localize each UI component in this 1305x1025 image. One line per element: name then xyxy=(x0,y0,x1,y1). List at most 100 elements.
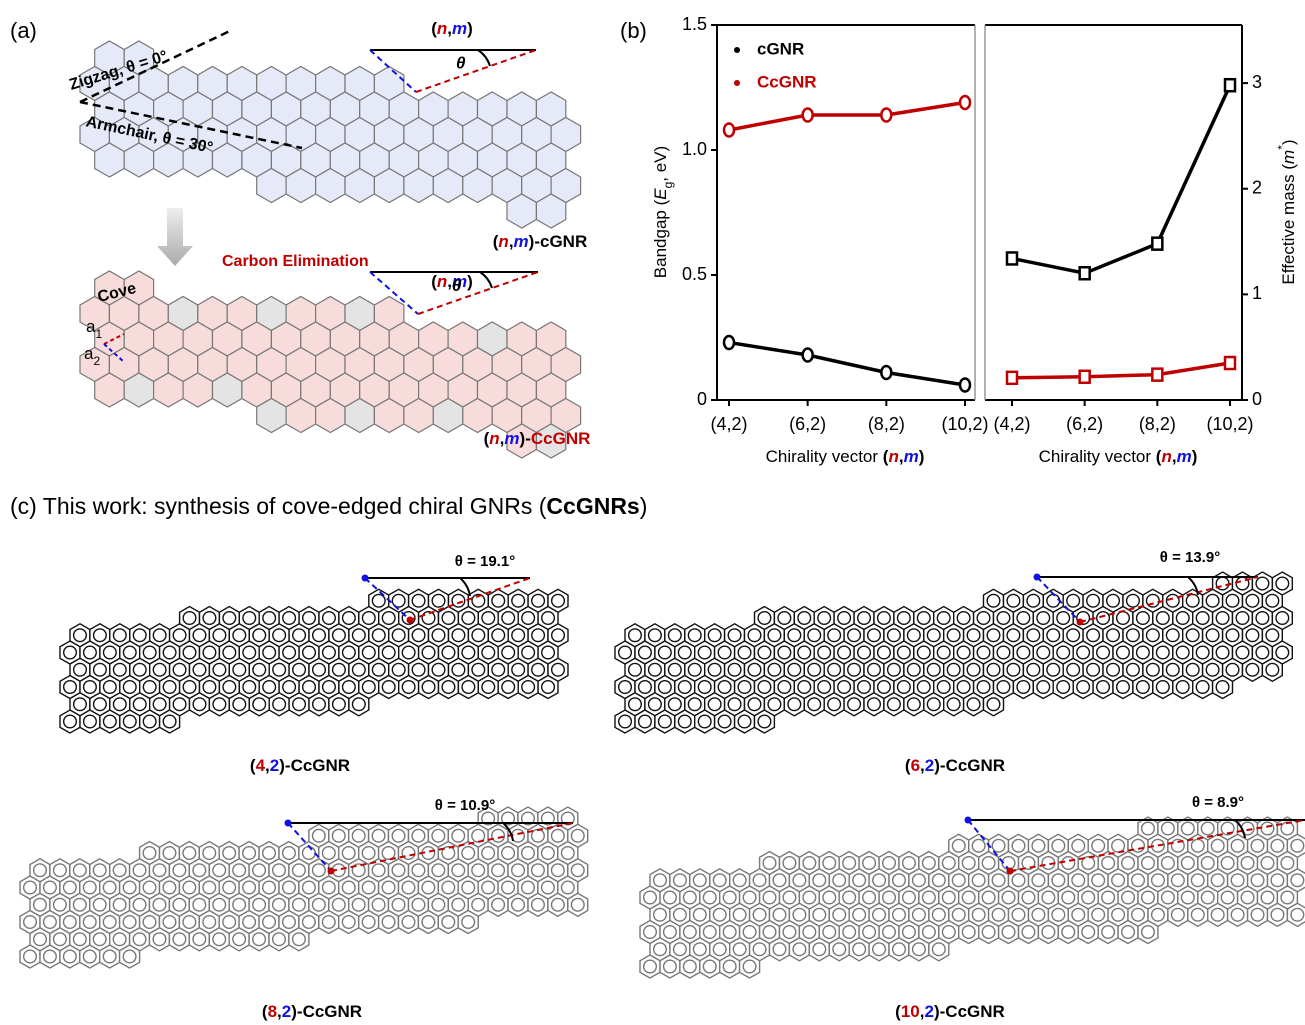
marker xyxy=(1225,79,1235,91)
figure: (a) Zigzag, θ = 0° Armchair, θ = 30° (n,… xyxy=(0,0,1305,1025)
x-tick-label: (6,2) xyxy=(1066,414,1103,434)
text-part: m xyxy=(1279,150,1298,164)
x-tick-label: (4,2) xyxy=(710,414,747,434)
vector-point xyxy=(328,868,335,875)
marker xyxy=(724,336,734,349)
vector-point xyxy=(965,817,972,824)
text-part: )-cGNR xyxy=(529,232,588,251)
text-part: )-CcGNR xyxy=(934,756,1005,775)
text-part: ) xyxy=(467,272,473,291)
text-part: n xyxy=(498,232,508,251)
marker xyxy=(881,366,891,379)
y-tick-label: 0.5 xyxy=(682,264,707,284)
text-part: m xyxy=(1177,447,1192,466)
legend-marker xyxy=(734,80,740,86)
text-part: 6 xyxy=(911,756,920,775)
text-part: 2 xyxy=(282,1002,291,1021)
series-line xyxy=(1012,363,1230,378)
text-part: n xyxy=(1161,447,1171,466)
series-line xyxy=(729,103,965,131)
marker xyxy=(1080,371,1090,383)
text-part: Chirality vector xyxy=(766,447,883,466)
marker xyxy=(1007,372,1017,384)
text-part: )-CcGNR xyxy=(934,1002,1005,1021)
panel-c-title: (c) This work: synthesis of cove-edged c… xyxy=(10,493,647,519)
angle-arc xyxy=(478,50,490,66)
text-part: CcGNRs xyxy=(546,493,639,519)
process-arrow xyxy=(157,208,193,266)
y-axis-label: Bandgap (Eg, eV) xyxy=(651,146,675,278)
text-part: θ xyxy=(452,276,462,295)
text-part: m xyxy=(504,429,519,448)
marker xyxy=(881,109,891,122)
structure-label: (10,2)-CcGNR xyxy=(895,1002,1005,1021)
x-tick-label: (6,2) xyxy=(789,414,826,434)
series-line xyxy=(1012,85,1230,273)
vector-label: (n,m) xyxy=(431,19,473,38)
vector-point xyxy=(1007,868,1014,875)
text-part: 8 xyxy=(268,1002,277,1021)
x-axis-label: Chirality vector (n,m) xyxy=(766,447,925,466)
text-part: n xyxy=(888,447,898,466)
series-line xyxy=(729,343,965,386)
panel-label: (a) xyxy=(10,18,37,43)
angle-label: θ = 19.1° xyxy=(455,553,515,570)
marker xyxy=(960,96,970,109)
y-tick-label: 0 xyxy=(1252,389,1262,409)
text-part: 1 xyxy=(95,327,102,341)
text-part: ) xyxy=(467,19,473,38)
vector-point xyxy=(362,575,369,582)
panel-c-structures xyxy=(20,572,1305,978)
text-part: Effective mass ( xyxy=(1279,164,1298,285)
text-part: )-CcGNR xyxy=(279,756,350,775)
structure-label: (4,2)-CcGNR xyxy=(250,756,350,775)
marker xyxy=(803,349,813,362)
legend-label: CcGNR xyxy=(757,72,817,91)
text-part: E xyxy=(651,188,670,200)
text-part: , eV) xyxy=(651,146,670,182)
y-tick-label: 1.0 xyxy=(682,139,707,159)
text-part: g xyxy=(661,182,675,189)
ccgnr-label: (n,m)-CcGNR xyxy=(484,429,591,448)
legend-marker xyxy=(734,47,740,53)
text-part: n xyxy=(489,429,499,448)
text-part: m xyxy=(514,232,529,251)
text-part: n xyxy=(437,19,447,38)
x-tick-label: (10,2) xyxy=(1206,414,1253,434)
structure-label: (6,2)-CcGNR xyxy=(905,756,1005,775)
text-part: m xyxy=(452,19,467,38)
angle-label: θ = 8.9° xyxy=(1192,794,1244,811)
x-tick-label: (8,2) xyxy=(1139,414,1176,434)
marker xyxy=(1152,369,1162,381)
text-part: 2 xyxy=(270,756,279,775)
vector-point xyxy=(1077,619,1084,626)
y-tick-label: 1.5 xyxy=(682,14,707,34)
x-tick-label: (4,2) xyxy=(993,414,1030,434)
panel-label: (b) xyxy=(620,18,647,43)
text-part: 2 xyxy=(925,1002,934,1021)
y-tick-label: 0 xyxy=(697,389,707,409)
marker xyxy=(960,379,970,392)
vector-point xyxy=(407,617,414,624)
structure-label: (8,2)-CcGNR xyxy=(262,1002,362,1021)
text-part: n xyxy=(437,272,447,291)
marker xyxy=(1152,238,1162,250)
text-part: Bandgap ( xyxy=(651,199,670,278)
marker xyxy=(1007,252,1017,264)
ring xyxy=(1287,903,1305,926)
text-part: (c) This work: synthesis of cove-edged c… xyxy=(10,493,547,519)
y2-axis-label: Effective mass (m*) xyxy=(1275,139,1298,284)
x-tick-label: (10,2) xyxy=(941,414,988,434)
text-part: m xyxy=(904,447,919,466)
marker xyxy=(724,124,734,137)
text-part: ) xyxy=(1279,139,1298,145)
marker xyxy=(1080,267,1090,279)
text-part: ) xyxy=(919,447,925,466)
text-part: CcGNR xyxy=(531,429,591,448)
theta-label: θ xyxy=(456,53,466,72)
vector-n xyxy=(416,50,536,92)
text-part: Chirality vector xyxy=(1039,447,1156,466)
text-part: ) xyxy=(1192,447,1198,466)
y-tick-label: 2 xyxy=(1252,177,1262,197)
angle-label: θ = 13.9° xyxy=(1160,549,1220,566)
